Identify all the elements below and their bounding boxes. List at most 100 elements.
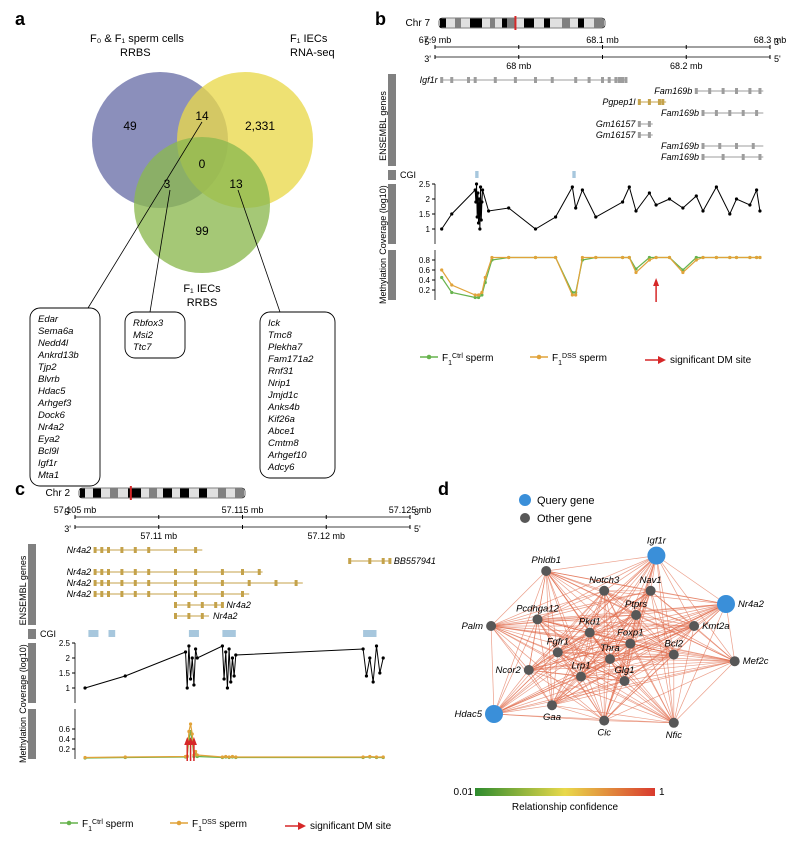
svg-text:Igf1r: Igf1r	[420, 75, 439, 85]
network-label: Ptprs	[625, 599, 647, 610]
gene-item: Nr4a2	[38, 422, 65, 433]
network-node	[585, 628, 595, 638]
network-label: Nav1	[640, 575, 662, 586]
network-node	[631, 610, 641, 620]
network-label: Igf1r	[647, 536, 667, 547]
svg-text:68 mb: 68 mb	[506, 61, 531, 71]
svg-text:0.4: 0.4	[419, 276, 431, 285]
network-node	[689, 621, 699, 631]
svg-text:Fam169b: Fam169b	[654, 86, 692, 96]
svg-text:Gm16157: Gm16157	[596, 119, 637, 129]
svg-text:2: 2	[426, 195, 431, 204]
gene-item: Hdac5	[38, 386, 66, 397]
svg-text:1.5: 1.5	[419, 210, 431, 219]
svg-text:1: 1	[66, 684, 71, 693]
gene-item: Rbfox3	[133, 318, 164, 329]
svg-text:2.5: 2.5	[59, 639, 71, 648]
network-node	[647, 547, 665, 565]
network-node	[605, 654, 615, 664]
venn-value: 2,331	[245, 119, 275, 133]
svg-text:F1DSS sperm: F1DSS sperm	[192, 819, 247, 833]
svg-text:F1Ctrl sperm: F1Ctrl sperm	[82, 819, 133, 833]
svg-text:68.2 mb: 68.2 mb	[670, 61, 703, 71]
gene-item: Ttc7	[133, 342, 152, 353]
network-label: Cic	[597, 728, 611, 739]
svg-text:RRBS: RRBS	[187, 297, 218, 309]
gene-item: Fam171a2	[268, 354, 314, 365]
svg-text:0.6: 0.6	[419, 266, 431, 275]
svg-text:1: 1	[426, 225, 431, 234]
network-label: Pcdhga12	[516, 603, 560, 614]
svg-text:F₁ IECs: F₁ IECs	[183, 283, 221, 295]
network-node	[620, 676, 630, 686]
network-label: Foxp1	[617, 628, 643, 639]
network-node	[486, 621, 496, 631]
network-node	[485, 705, 503, 723]
network-label: Nr4a2	[738, 599, 765, 610]
network-label: Fgfr1	[547, 636, 569, 647]
network-label: Ncor2	[495, 665, 521, 676]
svg-text:1: 1	[659, 787, 665, 798]
gene-item: Arhgef3	[37, 398, 72, 409]
svg-text:2.5: 2.5	[419, 180, 431, 189]
svg-text:57.12 mb: 57.12 mb	[307, 531, 345, 541]
svg-text:Fam169b: Fam169b	[661, 152, 699, 162]
svg-text:Methylation: Methylation	[18, 717, 28, 763]
gene-item: Anks4b	[267, 402, 300, 413]
svg-text:Fam169b: Fam169b	[661, 141, 699, 151]
panel-letter: b	[375, 9, 386, 29]
svg-text:5': 5'	[414, 524, 421, 534]
svg-text:5': 5'	[774, 54, 781, 64]
gene-item: Ankrd13b	[37, 350, 79, 361]
network-node	[541, 566, 551, 576]
network-node	[717, 595, 735, 613]
svg-text:Query gene: Query gene	[537, 495, 594, 507]
network-node	[533, 614, 543, 624]
network-node	[576, 672, 586, 682]
svg-text:0.8: 0.8	[419, 256, 431, 265]
svg-text:3': 3'	[64, 524, 71, 534]
svg-text:Fam169b: Fam169b	[661, 108, 699, 118]
network-node	[524, 665, 534, 675]
svg-text:BB557941: BB557941	[394, 556, 436, 566]
figure-svg: aF₀ & F₁ sperm cellsRRBSF₁ IECsRNA-seq49…	[0, 0, 787, 847]
gene-item: Nedd4l	[38, 338, 69, 349]
network-label: Hdac5	[455, 709, 483, 720]
svg-text:Chr 2: Chr 2	[46, 488, 71, 499]
svg-text:F₀ & F₁ sperm cells: F₀ & F₁ sperm cells	[90, 33, 184, 45]
gene-item: Eya2	[38, 434, 60, 445]
svg-text:RNA-seq: RNA-seq	[290, 47, 335, 59]
svg-text:68.1 mb: 68.1 mb	[586, 35, 619, 45]
network-label: Bcl2	[665, 639, 684, 650]
svg-text:2: 2	[66, 654, 71, 663]
network-label: Pkd1	[579, 617, 601, 628]
svg-text:57.125 mb: 57.125 mb	[389, 505, 432, 515]
gene-item: Edar	[38, 314, 59, 325]
network-label: Glg1	[614, 665, 634, 676]
svg-text:Nr4a2: Nr4a2	[213, 611, 238, 621]
svg-text:5': 5'	[424, 37, 431, 47]
gene-item: Nrip1	[268, 378, 291, 389]
panel-letter: a	[15, 9, 26, 29]
gene-item: Kif26a	[268, 414, 295, 425]
gene-item: Igf1r	[38, 458, 58, 469]
svg-text:3': 3'	[414, 507, 421, 517]
svg-text:Gm16157: Gm16157	[596, 130, 637, 140]
svg-text:CGI: CGI	[400, 170, 416, 180]
gene-item: Jmjd1c	[267, 390, 298, 401]
network-node	[599, 586, 609, 596]
gene-item: Rnf31	[268, 366, 293, 377]
gene-item: Abce1	[267, 426, 295, 437]
svg-text:0.2: 0.2	[419, 286, 431, 295]
svg-text:Pgpep1l: Pgpep1l	[602, 97, 636, 107]
network-label: Palm	[461, 621, 483, 632]
svg-text:57.11 mb: 57.11 mb	[140, 531, 177, 541]
svg-text:Nr4a2: Nr4a2	[67, 578, 92, 588]
gene-item: Ick	[268, 318, 281, 329]
network-node	[730, 656, 740, 666]
gene-item: Adcy6	[267, 462, 295, 473]
svg-text:Nr4a2: Nr4a2	[67, 589, 92, 599]
svg-text:Nr4a2: Nr4a2	[226, 600, 251, 610]
svg-text:Methylation: Methylation	[378, 258, 388, 304]
network-node	[547, 700, 557, 710]
